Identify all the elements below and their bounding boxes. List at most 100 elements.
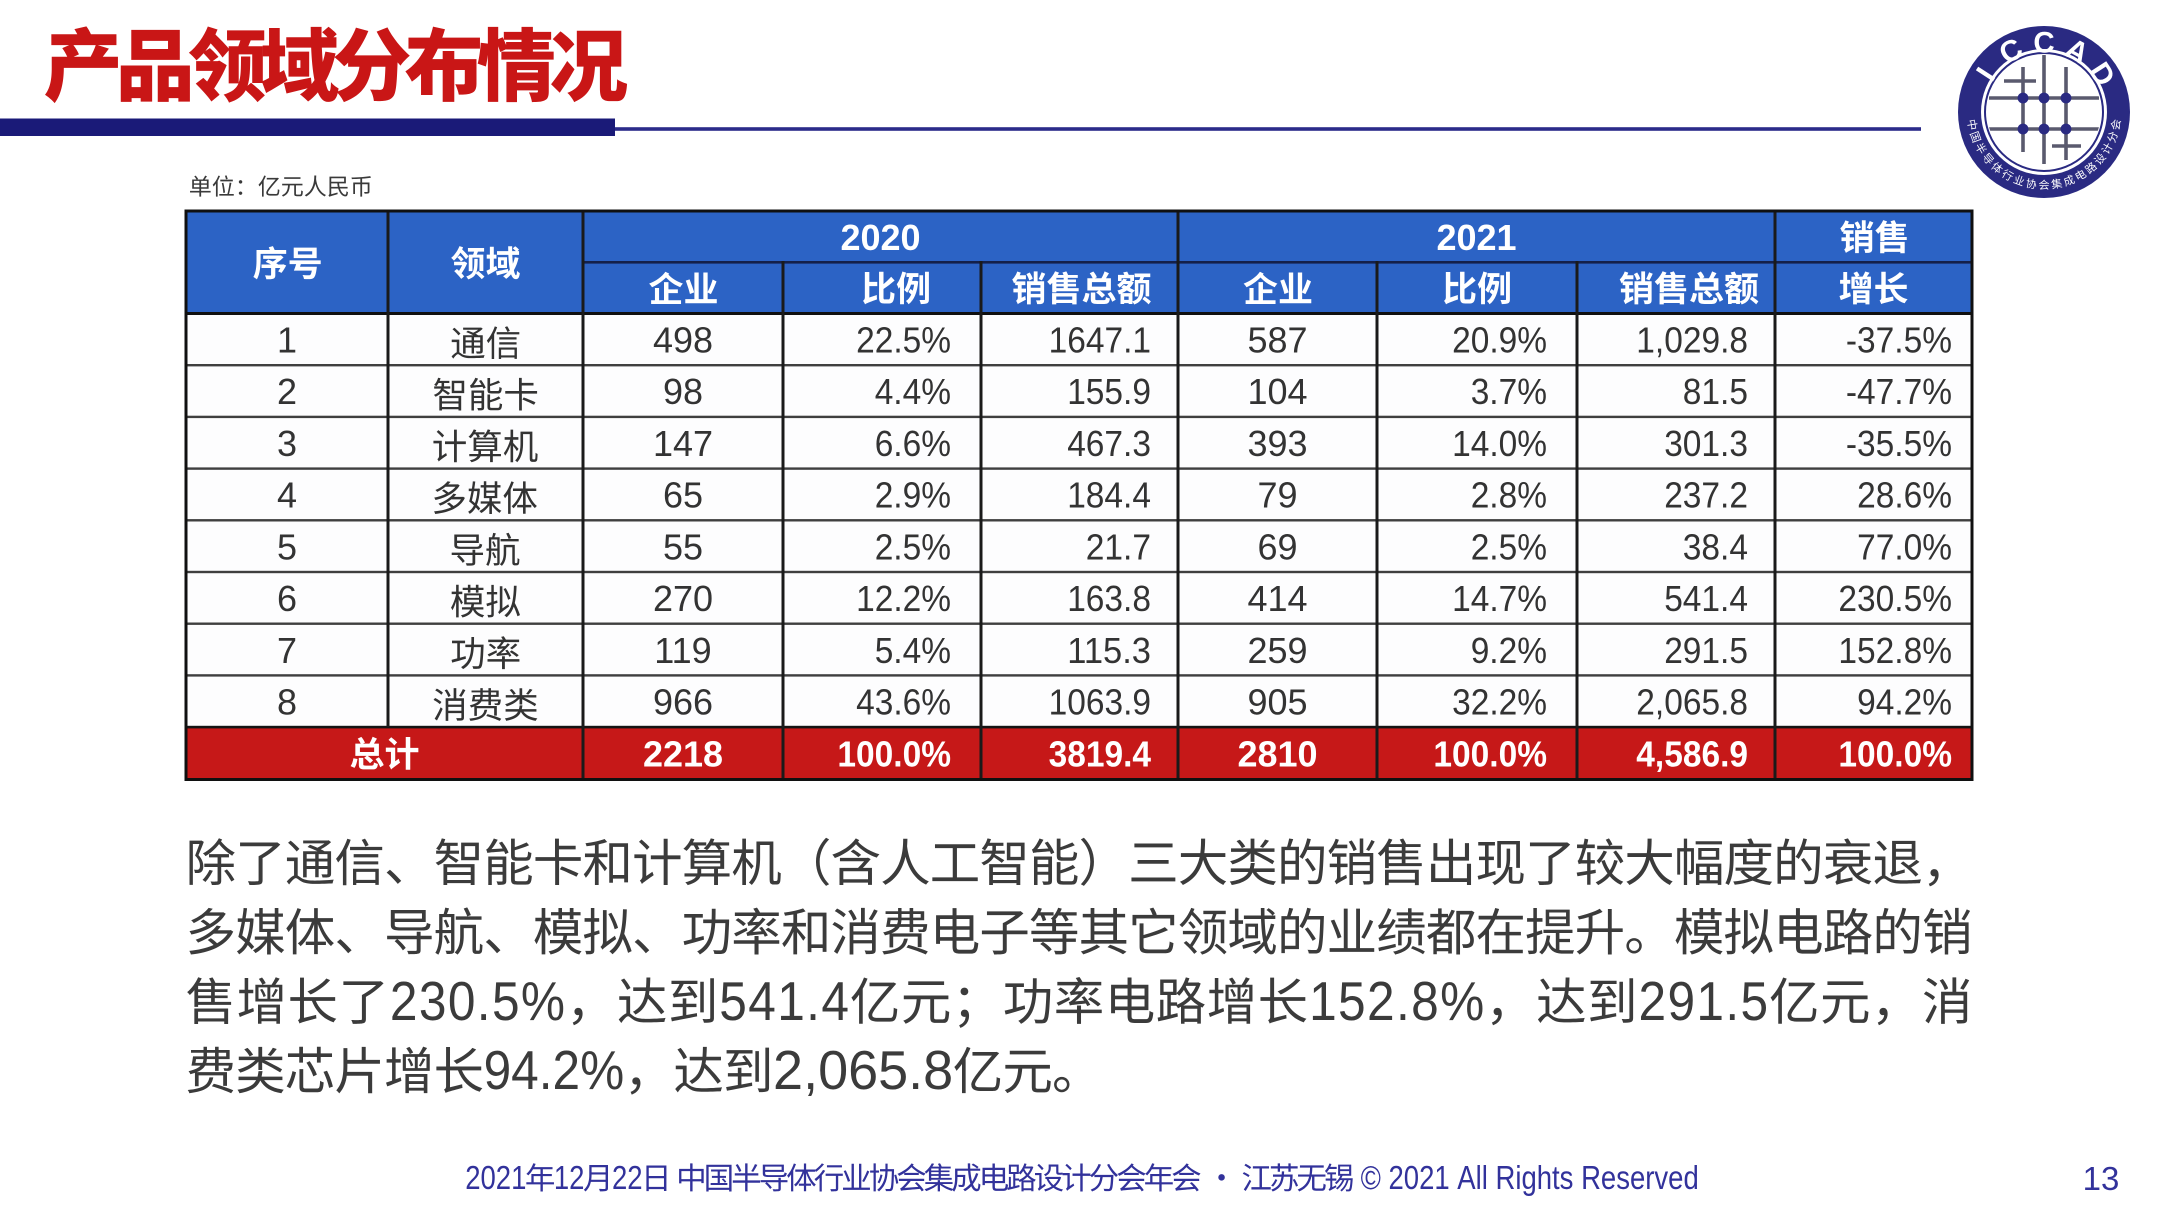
svg-text:2.9%: 2.9% [875,475,951,516]
svg-text:4: 4 [748,970,776,1032]
svg-text:2021: 2021 [1436,217,1516,258]
svg-text:2810: 2810 [1237,734,1317,775]
svg-text:.: . [1725,970,1739,1032]
svg-text:20.9%: 20.9% [1452,320,1547,361]
svg-text:81.5: 81.5 [1683,371,1748,412]
svg-text:291.5: 291.5 [1664,630,1748,671]
svg-text:2.5%: 2.5% [1471,526,1547,567]
svg-text:184.4: 184.4 [1067,475,1151,516]
svg-text:115.3: 115.3 [1067,630,1151,671]
svg-text:587: 587 [1247,320,1307,361]
svg-text:12.2%: 12.2% [856,578,951,619]
svg-text:4: 4 [277,475,297,516]
svg-text:905: 905 [1247,682,1307,723]
svg-text:6: 6 [277,578,297,619]
svg-text:6.6%: 6.6% [875,423,951,464]
svg-text:2218: 2218 [643,734,723,775]
svg-text:9.2%: 9.2% [1471,630,1547,671]
svg-text:3.7%: 3.7% [1471,371,1547,412]
svg-text:5: 5 [1338,970,1366,1032]
svg-text:104: 104 [1247,371,1307,412]
svg-text:22: 22 [612,1160,643,1197]
svg-text:1: 1 [777,970,805,1032]
svg-text:-37.5%: -37.5% [1846,320,1952,361]
svg-text:3: 3 [277,423,297,464]
svg-text:2.8%: 2.8% [1471,475,1547,516]
svg-text:13: 13 [2083,1160,2120,1197]
svg-text:-47.7%: -47.7% [1846,371,1952,412]
svg-text:4: 4 [821,970,849,1032]
svg-text:.: . [1396,970,1410,1032]
svg-text:5.4%: 5.4% [875,630,951,671]
svg-text:1647.1: 1647.1 [1049,320,1151,361]
svg-text:100.0%: 100.0% [837,734,951,775]
svg-text:22.5%: 22.5% [856,320,951,361]
svg-text:498: 498 [653,320,713,361]
svg-text:237.2: 237.2 [1664,475,1748,516]
svg-text:14.7%: 14.7% [1452,578,1547,619]
svg-text:12: 12 [554,1160,585,1197]
svg-text:5: 5 [277,526,297,567]
svg-text:2: 2 [277,371,297,412]
svg-text:.: . [806,970,820,1032]
svg-text:3: 3 [419,970,447,1032]
svg-text:5: 5 [719,970,747,1032]
svg-text:© 2021 All Rights Reserved: © 2021 All Rights Reserved [1353,1160,1699,1197]
svg-text:32.2%: 32.2% [1452,682,1547,723]
svg-text:2: 2 [1367,970,1395,1032]
svg-text:28.6%: 28.6% [1857,475,1952,516]
svg-text:259: 259 [1247,630,1307,671]
svg-text:4.4%: 4.4% [875,371,951,412]
svg-text:8: 8 [277,682,297,723]
svg-text:393: 393 [1247,423,1307,464]
svg-text:69: 69 [1257,526,1297,567]
svg-text:100.0%: 100.0% [1433,734,1547,775]
svg-text:.: . [477,970,491,1032]
svg-text:100.0%: 100.0% [1838,734,1952,775]
svg-text:55: 55 [663,526,703,567]
svg-text:3819.4: 3819.4 [1049,734,1151,775]
svg-text:966: 966 [653,682,713,723]
svg-text:%: % [521,970,565,1032]
svg-text:230.5%: 230.5% [1838,578,1952,619]
svg-text:98: 98 [663,371,703,412]
svg-text:1063.9: 1063.9 [1049,682,1151,723]
svg-text:5: 5 [1741,970,1769,1032]
svg-text:163.8: 163.8 [1067,578,1151,619]
svg-text:9: 9 [1667,970,1695,1032]
svg-text:%: % [1440,970,1484,1032]
svg-text:21.7: 21.7 [1086,526,1151,567]
svg-text:94.2%: 94.2% [1857,682,1952,723]
svg-text:79: 79 [1257,475,1297,516]
svg-text:1: 1 [1696,970,1724,1032]
svg-text:152.8%: 152.8% [1838,630,1952,671]
svg-text:14.0%: 14.0% [1452,423,1547,464]
svg-text:1: 1 [1309,970,1337,1032]
svg-text:301.3: 301.3 [1664,423,1748,464]
svg-text:2.5%: 2.5% [875,526,951,567]
svg-text:2: 2 [390,970,418,1032]
svg-text:94.2%: 94.2% [484,1039,625,1101]
svg-text:43.6%: 43.6% [856,682,951,723]
svg-text:5: 5 [492,970,520,1032]
svg-text:77.0%: 77.0% [1857,526,1952,567]
svg-text:7: 7 [277,630,297,671]
svg-text:541.4: 541.4 [1664,578,1748,619]
svg-text:8: 8 [1411,970,1439,1032]
svg-text:2: 2 [1638,970,1666,1032]
svg-text:1,029.8: 1,029.8 [1636,320,1748,361]
svg-text:C: C [2033,27,2054,60]
svg-text:38.4: 38.4 [1683,526,1748,567]
svg-text:119: 119 [654,630,711,671]
svg-text:4,586.9: 4,586.9 [1636,734,1748,775]
svg-text:-35.5%: -35.5% [1846,423,1952,464]
svg-text:2,065.8: 2,065.8 [773,1039,953,1101]
svg-text:0: 0 [448,970,476,1032]
svg-text:2020: 2020 [840,217,920,258]
svg-text:467.3: 467.3 [1067,423,1151,464]
svg-text:65: 65 [663,475,703,516]
svg-text:414: 414 [1247,578,1307,619]
svg-text:155.9: 155.9 [1067,371,1151,412]
svg-text:270: 270 [653,578,713,619]
svg-text:2021: 2021 [465,1160,526,1197]
